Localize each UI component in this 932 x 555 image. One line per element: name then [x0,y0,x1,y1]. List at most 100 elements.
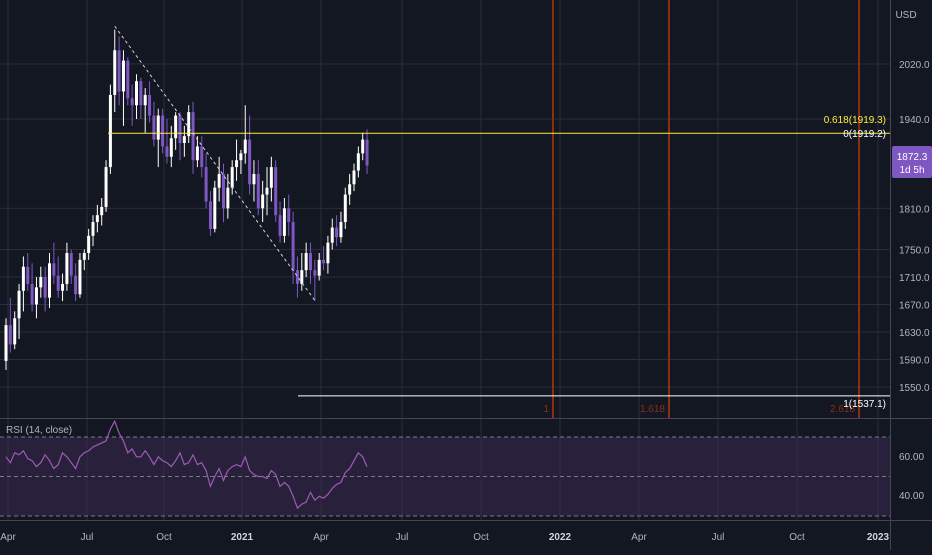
candle-body [309,252,312,271]
candle-body [21,266,25,291]
candle-body [191,112,195,161]
candle-body [91,222,95,236]
candle-body [261,194,265,209]
time-tick-label: Oct [789,532,805,543]
candle-body [43,277,47,298]
candle-body [143,94,147,106]
candle-body [269,167,273,188]
candle-body [200,146,204,168]
candle-body [148,94,152,116]
candle-body [208,201,212,229]
candle-body [65,252,69,284]
price-candles [4,29,369,370]
time-tick-label: 2022 [549,532,572,543]
candle-body [222,173,225,209]
time-tick-label: 2021 [231,532,254,543]
candle-body [343,194,347,223]
candle-body [235,160,239,168]
fib-time-zones: 1 1.618 2.618 [543,0,860,418]
candle-body [226,187,230,209]
candle-body [274,167,278,216]
candle-body [252,173,256,185]
candle-body [195,146,199,161]
current-price-badge: 1872.3 1d 5h [892,146,932,178]
price-tick-label: 1550.0 [899,383,930,394]
price-tick-label: 1750.0 [899,246,930,257]
candle-body [30,283,34,305]
price-tick-label: 1630.0 [899,328,930,339]
candle-body [34,287,38,305]
candle-body [187,112,191,137]
candle-body [287,208,291,223]
candle-body [104,167,108,207]
time-tick-label: 2023 [867,532,890,543]
candle-body [121,60,125,92]
candle-body [313,270,317,276]
candle-body [26,266,30,284]
current-price-timer: 1d 5h [899,165,924,176]
candle-body [300,270,304,284]
candle-body [230,167,234,188]
candle-body [130,98,134,106]
candle-body [182,136,186,144]
drawings [108,25,890,397]
time-tick-label: Oct [473,532,489,543]
rsi-line [5,419,368,510]
time-tick-label: Apr [313,532,329,543]
fib-1-label: 1(1537.1) [843,399,886,410]
candle-body [156,115,160,140]
candle-body [69,252,73,276]
current-price-value: 1872.3 [897,152,928,163]
candle-body [365,139,369,166]
candle-body [282,208,286,236]
rsi-panel [0,418,932,517]
candle-body [169,138,173,157]
candle-body [8,325,12,345]
grid-lines [0,0,890,520]
candle-body [339,222,343,238]
candle-body [139,81,143,106]
candle-body [95,215,99,223]
fib-time-zone-label: 1.618 [640,404,665,415]
candle-body [39,277,43,288]
candle-body [117,50,121,92]
candle-body [52,263,56,276]
candle-body [152,115,156,140]
time-tick-label: Apr [631,532,647,543]
time-tick-label: Apr [0,532,16,543]
candle-body [217,173,221,188]
rsi-tick-60: 60.00 [899,452,924,463]
candle-body [61,283,65,291]
candle-body [126,60,130,99]
candle-body [256,173,260,209]
price-tick-label: 1590.0 [899,356,930,367]
candle-body [135,81,138,106]
candle-body [291,222,295,271]
candle-body [78,259,82,295]
candle-body [304,252,308,271]
candle-body [265,187,269,195]
fib-0-label: 0(1919.2) [843,129,886,140]
currency-label: USD [895,10,916,21]
fib-618-label: 0.618(1919.3) [824,115,886,126]
candle-body [82,252,86,260]
candle-body [213,187,217,229]
candle-body [13,318,17,345]
price-axis: 2020.0 1940.0 1810.0 1750.0 1710.0 1670.0 1630… [890,0,930,550]
candle-body [361,139,365,154]
candle-body [356,153,360,171]
time-tick-label: Jul [712,532,725,543]
candle-body [113,50,117,95]
rsi-tick-40: 40.00 [899,491,924,502]
candle-body [278,215,282,236]
candle-body [178,115,182,144]
candle-body [352,170,356,185]
zigzag-line [114,25,316,301]
time-tick-label: Jul [81,532,94,543]
candle-body [161,115,165,147]
candle-body [4,325,8,361]
fib-time-zone-label: 2.618 [830,404,855,415]
fib-time-zone-label: 1 [543,404,549,415]
